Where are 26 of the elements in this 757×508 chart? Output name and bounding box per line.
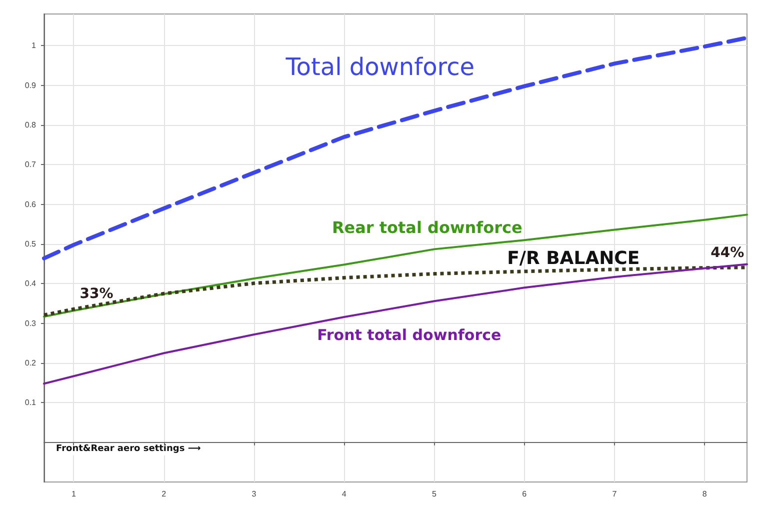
x-tick-label: 3	[252, 490, 257, 498]
y-tick-label: 0.6	[24, 200, 37, 209]
annotation: 44%	[710, 244, 744, 261]
x-tick-label: 8	[702, 490, 708, 498]
series-label: Front total downforce	[317, 326, 502, 344]
x-tick-label: 5	[432, 490, 438, 498]
y-tick-label: 0.8	[24, 120, 37, 130]
y-tick-label: 0.9	[24, 80, 37, 90]
line-series	[43, 214, 748, 318]
y-tick-label: 0.1	[24, 398, 37, 408]
x-tick-label: 4	[342, 490, 347, 498]
y-tick-label: 1	[32, 41, 37, 50]
x-tick-label: 7	[612, 490, 618, 498]
y-tick-label: 0.3	[24, 318, 37, 328]
x-tick-label: 1	[72, 490, 77, 498]
y-tick-label: 0.4	[24, 279, 37, 288]
y-tick-label: 0.5	[24, 240, 37, 249]
series-label: Rear total downforce	[332, 218, 522, 238]
series-label: F/R BALANCE	[507, 248, 640, 269]
annotation: 33%	[80, 286, 114, 302]
y-tick-label: 0.2	[24, 358, 37, 368]
y-tick-label: 0.7	[24, 160, 37, 170]
x-tick-label: 6	[522, 490, 528, 498]
x-axis-title: Front&Rear aero settings ⟶	[56, 444, 201, 454]
x-tick-label: 2	[162, 490, 167, 498]
series-label: Total downforce	[284, 52, 475, 81]
